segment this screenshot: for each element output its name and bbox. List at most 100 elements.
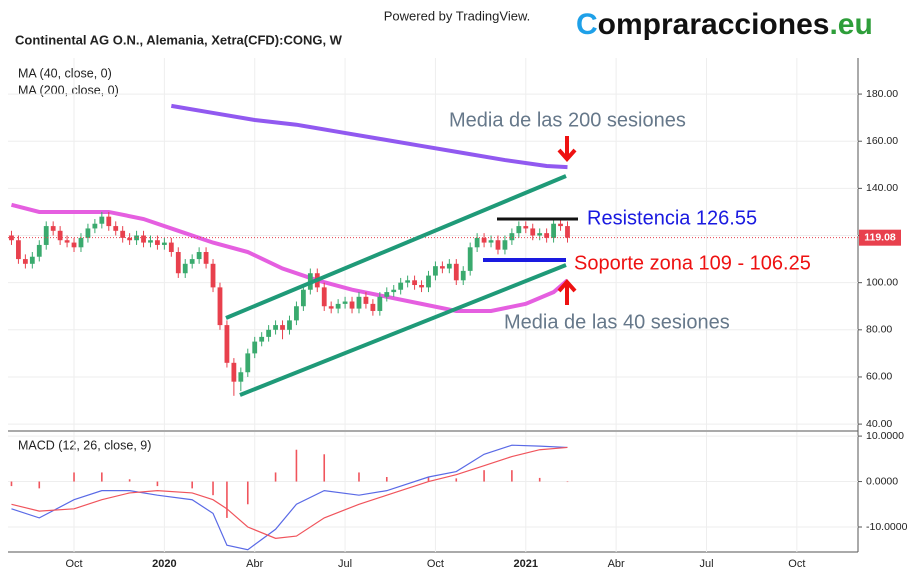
candle-body — [426, 275, 431, 288]
candle-body — [467, 247, 473, 271]
candle-body — [391, 289, 397, 293]
candle-body — [453, 263, 459, 281]
histogram-bar — [246, 481, 249, 505]
x-tick-label: Oct — [788, 558, 805, 570]
x-tick-label: Jul — [699, 558, 713, 570]
candle-body — [50, 226, 56, 231]
histogram-bar — [226, 481, 228, 518]
candle-body — [384, 292, 390, 297]
candle-body — [488, 240, 494, 243]
candle-body — [16, 240, 21, 260]
macd-line — [11, 446, 568, 539]
candle-body — [127, 237, 133, 241]
x-tick-label: Oct — [65, 558, 82, 570]
histogram-bar — [455, 478, 458, 482]
candle-body — [405, 280, 411, 283]
histogram-bar — [323, 454, 326, 482]
candle-body — [328, 306, 334, 309]
powered-by: Powered by TradingView. — [384, 8, 530, 23]
candle-body — [196, 252, 202, 260]
candle-body — [168, 242, 174, 253]
candle-body — [22, 259, 28, 264]
candle-body — [335, 303, 341, 309]
candle-body — [460, 270, 466, 281]
histogram-bar — [128, 479, 131, 482]
y-tick-label: 140.00 — [866, 182, 898, 194]
candle-body — [363, 296, 369, 304]
logo-tld: .eu — [829, 8, 872, 41]
candle-body — [481, 237, 487, 243]
candle-body — [419, 285, 424, 288]
candle-body — [280, 325, 285, 330]
histogram-bar — [483, 470, 485, 482]
histogram-bar — [212, 481, 214, 496]
candle-body — [502, 240, 508, 250]
candle-body — [210, 263, 216, 288]
y-tick-label: 180.00 — [866, 88, 898, 100]
channel-upper — [225, 174, 567, 320]
histogram-bar — [101, 472, 103, 482]
chart-title: Continental AG O.N., Alemania, Xetra(CFD… — [15, 32, 343, 47]
last-price-label: 119.08 — [864, 231, 896, 243]
candle-body — [412, 280, 417, 286]
candle-body — [495, 240, 501, 250]
histogram-bar — [427, 477, 430, 482]
histogram-bar — [538, 477, 541, 482]
candle-body — [474, 237, 480, 248]
candle-body — [516, 226, 522, 234]
candle-body — [530, 228, 536, 236]
candle-body — [134, 235, 139, 241]
y-tick-label: 80.00 — [866, 324, 892, 336]
candle-body — [175, 252, 181, 274]
candle-body — [113, 226, 119, 231]
histogram-bar — [191, 481, 193, 489]
histogram-bar — [274, 472, 277, 482]
legend-ma40: MA (40, close, 0) — [18, 66, 112, 80]
candle-body — [273, 325, 278, 330]
histogram-bar — [73, 472, 75, 482]
x-tick-label: Abr — [246, 558, 263, 570]
candle-body — [141, 235, 146, 243]
candle-body — [64, 240, 70, 243]
candle-body — [99, 216, 105, 224]
candle-body — [321, 287, 327, 307]
candle-body — [155, 240, 160, 245]
histogram-bar — [295, 449, 298, 482]
legend-ma200: MA (200, close, 0) — [18, 83, 119, 97]
annotation: Resistencia 126.55 — [587, 207, 757, 229]
x-tick-label: Abr — [608, 558, 625, 570]
histogram-bar — [358, 472, 360, 482]
candle-body — [266, 329, 272, 337]
channel-lower — [239, 263, 567, 397]
candle-body — [161, 242, 167, 245]
moving-average — [10, 202, 569, 313]
x-tick-label: Oct — [427, 558, 444, 570]
candle-body — [148, 240, 153, 243]
candle-body — [300, 289, 306, 307]
moving-average — [170, 103, 568, 170]
x-tick-label: 2021 — [514, 558, 538, 570]
arrow-down — [557, 136, 577, 163]
candle-body — [565, 226, 570, 238]
candle-body — [29, 256, 35, 264]
candle-body — [252, 341, 258, 354]
annotations: Media de las 200 sesiones Resistencia 12… — [225, 109, 811, 397]
candle-body — [287, 320, 292, 330]
candle-body — [238, 372, 244, 382]
annotation: Media de las 40 sesiones — [504, 311, 730, 333]
candle-body — [433, 266, 438, 276]
y-tick-label: 40.00 — [866, 418, 892, 430]
candle-body — [203, 252, 209, 264]
candle-body — [446, 263, 452, 269]
candle-body — [537, 233, 543, 236]
candle-body — [349, 301, 355, 309]
candle-body — [551, 223, 556, 238]
macd-line — [11, 444, 568, 551]
candle-body — [43, 226, 49, 245]
logo-c: C — [576, 8, 598, 41]
candle-body — [398, 282, 404, 290]
candle-body — [120, 230, 126, 238]
arrow-up — [557, 278, 577, 305]
candle-body — [294, 306, 299, 321]
